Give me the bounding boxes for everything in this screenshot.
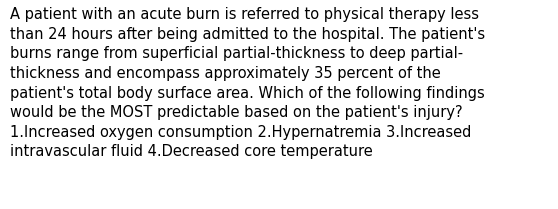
Text: A patient with an acute burn is referred to physical therapy less
than 24 hours : A patient with an acute burn is referred… [10, 7, 485, 159]
